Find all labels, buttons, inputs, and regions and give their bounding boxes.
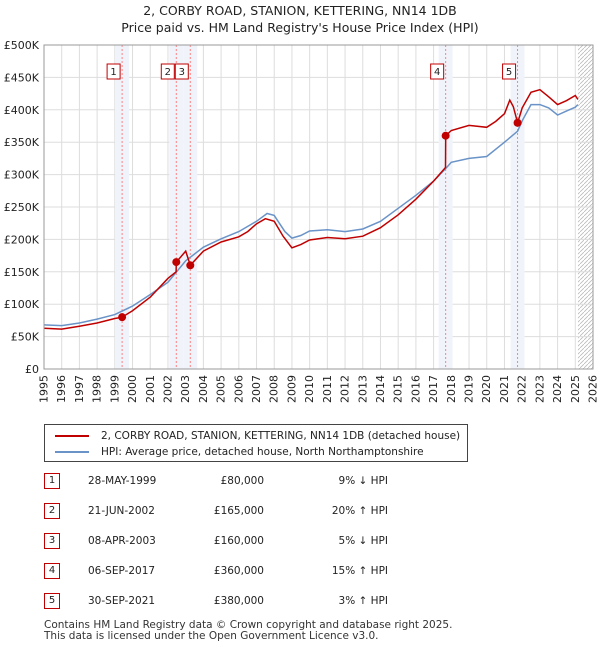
x-tick-label: 2019 [463,375,476,403]
x-tick-label: 2005 [215,375,228,403]
y-tick-label: £150K [4,266,40,279]
x-tick-label: 2003 [179,375,192,403]
sale-price: £380,000 [213,595,264,607]
legend-label-hpi: HPI: Average price, detached house, Nort… [101,446,424,458]
y-tick-label: £200K [4,233,40,246]
legend-label-property: 2, CORBY ROAD, STANION, KETTERING, NN14 … [101,430,461,442]
sale-label-number: 2 [165,67,171,78]
x-tick-label: 2024 [551,375,564,403]
x-tick-label: 2017 [427,375,440,403]
sale-row: 5 30-SEP-2021 £380,000 3% ↑ HPI [44,590,464,612]
x-tick-label: 1998 [91,375,104,403]
sale-label-number: 3 [179,67,185,78]
x-tick-label: 2001 [144,375,157,403]
sale-number-badge: 3 [44,533,60,549]
sale-hpi-change: 20% ↑ HPI [331,505,388,517]
sale-date: 08-APR-2003 [88,535,156,547]
sale-row: 1 28-MAY-1999 £80,000 9% ↓ HPI [44,470,464,492]
x-tick-label: 2025 [569,375,582,403]
chart-title: 2, CORBY ROAD, STANION, KETTERING, NN14 … [0,2,600,36]
sale-number-badge: 2 [44,503,60,519]
sale-date: 21-JUN-2002 [88,505,155,517]
x-tick-label: 2018 [445,375,458,403]
sale-row: 2 21-JUN-2002 £165,000 20% ↑ HPI [44,500,464,522]
x-tick-label: 2011 [321,375,334,403]
y-tick-label: £50K [11,331,40,344]
footer: Contains HM Land Registry data © Crown c… [44,620,452,642]
x-tick-label: 2026 [587,375,600,403]
sale-price: £80,000 [220,475,264,487]
x-tick-label: 1995 [38,375,51,403]
sale-label-number: 5 [506,67,512,78]
plot-border [43,44,594,370]
y-tick-label: £0 [25,363,39,376]
price-chart: £0 £50K £100K £150K £200K £250K £300K £350K £400… [4,39,600,403]
sale-number-badge: 1 [44,473,60,489]
legend-swatch-property [55,435,89,437]
x-tick-label: 2014 [374,375,387,403]
sale-row: 3 08-APR-2003 £160,000 5% ↓ HPI [44,530,464,552]
sale-label-box [174,63,189,80]
sale-label-box [430,63,445,80]
x-tick-label: 2016 [409,375,422,403]
x-tick-label: 2022 [516,375,529,403]
x-tick-label: 2007 [250,375,263,403]
x-tick-label: 2004 [197,375,210,403]
x-tick-label: 2010 [303,375,316,403]
footer-line-1: Contains HM Land Registry data © Crown c… [44,619,453,631]
title-line-1: 2, CORBY ROAD, STANION, KETTERING, NN14 … [143,3,457,18]
x-tick-label: 2015 [392,375,405,403]
x-tick-label: 2023 [533,375,546,403]
legend: 2, CORBY ROAD, STANION, KETTERING, NN14 … [44,424,468,462]
sale-row: 4 06-SEP-2017 £360,000 15% ↑ HPI [44,560,464,582]
x-tick-label: 2000 [126,375,139,403]
sale-price: £165,000 [213,505,264,517]
sale-hpi-change: 9% ↓ HPI [338,475,388,487]
sale-point [118,313,127,322]
legend-item-hpi: HPI: Average price, detached house, Nort… [55,444,424,460]
sale-hpi-change: 15% ↑ HPI [331,565,388,577]
y-tick-label: £450K [4,71,40,84]
x-tick-label: 1997 [73,375,86,403]
sale-hpi-change: 5% ↓ HPI [338,535,388,547]
sale-date: 28-MAY-1999 [88,475,157,487]
x-tick-label: 1999 [108,375,121,403]
sale-label-number: 1 [110,67,116,78]
legend-item-property: 2, CORBY ROAD, STANION, KETTERING, NN14 … [55,428,460,444]
sale-label-box [160,63,175,80]
sale-label-number: 4 [434,67,440,78]
y-tick-label: £400K [4,104,40,117]
y-tick-label: £250K [4,201,40,214]
sale-label-box [106,63,121,80]
y-tick-label: £300K [4,169,40,182]
footer-line-2: This data is licensed under the Open Gov… [44,630,379,642]
sale-number-badge: 4 [44,563,60,579]
sale-date: 30-SEP-2021 [88,595,156,607]
sale-point [186,261,195,270]
sale-point [441,131,450,140]
x-tick-label: 2008 [268,375,281,403]
x-tick-label: 1996 [55,375,68,403]
sale-point [513,118,522,127]
sale-date: 06-SEP-2017 [88,565,156,577]
x-tick-label: 2002 [161,375,174,403]
sale-number-badge: 5 [44,593,60,609]
sale-point [172,258,181,267]
x-tick-label: 2012 [339,375,352,403]
sale-label-box [502,63,517,80]
y-tick-label: £100K [4,298,40,311]
x-tick-label: 2020 [480,375,493,403]
x-tick-label: 2006 [232,375,245,403]
x-tick-label: 2021 [498,375,511,403]
x-tick-label: 2009 [285,375,298,403]
sale-hpi-change: 3% ↑ HPI [338,595,388,607]
y-tick-label: £350K [4,136,40,149]
legend-swatch-hpi [55,451,89,453]
x-tick-label: 2013 [356,375,369,403]
title-line-2: Price paid vs. HM Land Registry's House … [121,20,479,35]
sale-price: £360,000 [213,565,264,577]
sale-price: £160,000 [213,535,264,547]
y-tick-label: £500K [4,39,40,52]
